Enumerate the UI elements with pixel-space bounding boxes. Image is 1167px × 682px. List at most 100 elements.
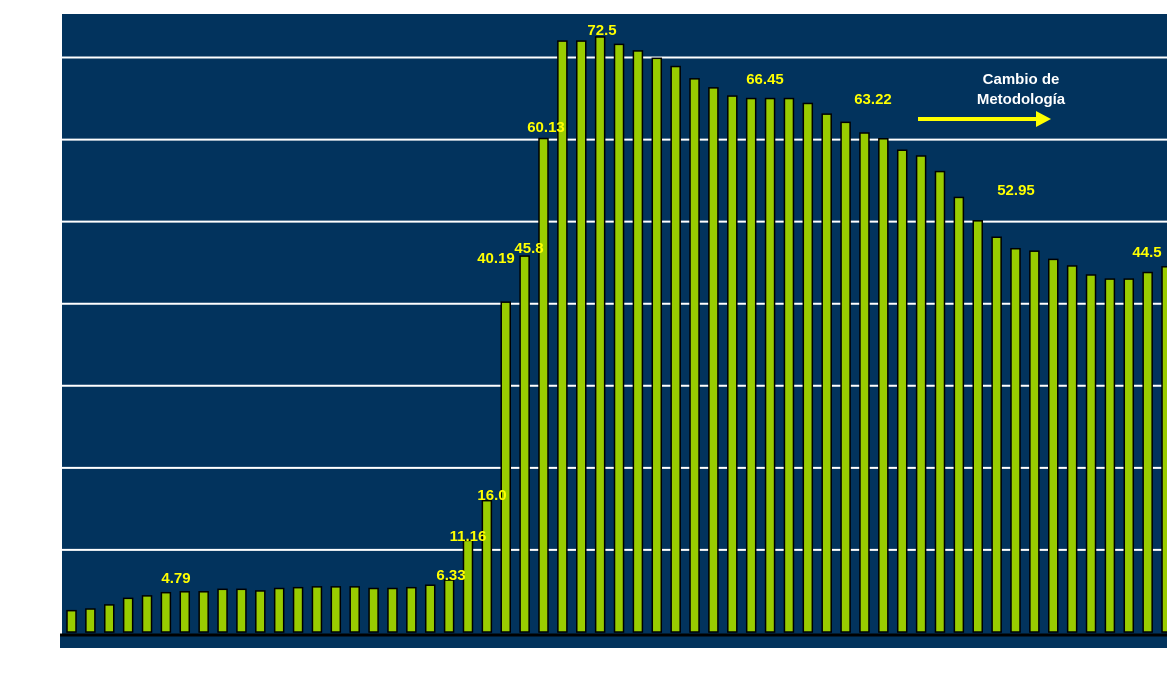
bar bbox=[840, 121, 851, 633]
bar bbox=[859, 132, 870, 633]
data-label: 4.79 bbox=[161, 570, 190, 587]
annotation-line-1: Cambio de bbox=[983, 71, 1060, 88]
data-label: 60.13 bbox=[527, 119, 565, 136]
bar bbox=[802, 102, 814, 633]
bar bbox=[481, 499, 493, 633]
bar bbox=[613, 43, 625, 633]
bar bbox=[915, 155, 927, 633]
data-label: 16.0 bbox=[477, 487, 506, 504]
data-label: 63.22 bbox=[854, 91, 892, 108]
bar bbox=[727, 95, 738, 633]
x-tick-label: 2010 bbox=[1093, 655, 1124, 671]
bar bbox=[1085, 274, 1097, 633]
bar bbox=[160, 591, 172, 633]
bar bbox=[594, 36, 606, 633]
bar bbox=[1048, 258, 1059, 633]
bar bbox=[972, 220, 983, 633]
y-tick-label: 50 bbox=[34, 214, 50, 230]
data-label: 72.5 bbox=[587, 22, 616, 39]
bar bbox=[934, 170, 946, 633]
bar bbox=[1066, 265, 1078, 633]
bar bbox=[1029, 250, 1040, 633]
bar bbox=[141, 595, 153, 633]
bar bbox=[104, 604, 115, 633]
x-tick-label: 1975 bbox=[433, 655, 464, 671]
x-tick-label: 1980 bbox=[527, 655, 558, 671]
bar bbox=[651, 57, 663, 633]
y-tick-label: 40 bbox=[34, 296, 50, 312]
bar bbox=[122, 597, 134, 633]
x-tick-label: 1970 bbox=[338, 655, 369, 671]
y-tick-label: 70 bbox=[34, 50, 50, 66]
gridlines bbox=[60, 56, 1167, 551]
x-tick-label: 1985 bbox=[621, 655, 652, 671]
bar bbox=[953, 196, 965, 633]
bar bbox=[1123, 278, 1135, 633]
bar bbox=[236, 588, 247, 633]
bar bbox=[519, 255, 530, 633]
bar bbox=[179, 591, 191, 633]
bar bbox=[745, 97, 757, 633]
bar bbox=[292, 586, 304, 633]
bar bbox=[896, 149, 908, 633]
axes: 0 10 20 30 40 50 60 70 1955 1960 1965 1970 1975 1980 1… bbox=[34, 14, 1167, 671]
bar bbox=[783, 97, 795, 633]
data-label: 52.95 bbox=[997, 182, 1035, 199]
x-tick-label: 1995 bbox=[810, 655, 841, 671]
bar bbox=[387, 587, 398, 633]
bar bbox=[424, 584, 436, 633]
data-label: 11.16 bbox=[450, 528, 487, 545]
y-tick-label: 0 bbox=[38, 624, 46, 640]
bar bbox=[764, 97, 776, 633]
y-tick-label: 10 bbox=[34, 542, 50, 558]
data-label: 45.8 bbox=[514, 240, 543, 257]
bar bbox=[500, 301, 511, 633]
bar bbox=[1104, 278, 1116, 633]
bar bbox=[670, 65, 681, 633]
data-label: 44.5 bbox=[1132, 244, 1161, 261]
bar bbox=[217, 588, 228, 633]
data-label: 66.45 bbox=[746, 71, 784, 88]
bar bbox=[406, 586, 417, 633]
bar bbox=[311, 586, 323, 633]
bar bbox=[821, 113, 832, 633]
x-tick-label: 1960 bbox=[149, 655, 180, 671]
y-tick-label: 60 bbox=[34, 132, 50, 148]
bar bbox=[557, 40, 568, 633]
x-tick-label: 1955 bbox=[55, 655, 86, 671]
annotation-line-2: Metodología bbox=[977, 91, 1066, 108]
bar bbox=[1161, 266, 1167, 633]
x-tick-label: 2000 bbox=[905, 655, 936, 671]
bar bbox=[538, 137, 549, 633]
bar bbox=[273, 587, 285, 633]
bar bbox=[1142, 271, 1153, 633]
bar bbox=[689, 78, 700, 633]
x-tick-label: 1965 bbox=[244, 655, 275, 671]
bar bbox=[632, 50, 644, 633]
data-label: 6.33 bbox=[436, 567, 465, 584]
bar bbox=[66, 609, 77, 633]
methodology-annotation: Cambio de Metodología bbox=[918, 71, 1066, 127]
bar bbox=[255, 590, 266, 633]
bar bbox=[349, 586, 360, 633]
x-tick-label: 1990 bbox=[716, 655, 747, 671]
bar bbox=[330, 586, 342, 633]
bar bbox=[1010, 247, 1021, 633]
bar bbox=[576, 40, 587, 633]
x-tick-label: 2005 bbox=[999, 655, 1030, 671]
bar bbox=[462, 539, 474, 633]
bar bbox=[878, 138, 889, 633]
y-tick-label: 30 bbox=[34, 378, 50, 394]
y-tick-label: 20 bbox=[34, 460, 50, 476]
bar bbox=[443, 579, 455, 633]
data-label: 40.19 bbox=[477, 250, 515, 267]
bars bbox=[66, 36, 1167, 633]
annotation-arrow-head bbox=[1036, 111, 1051, 127]
bar bbox=[708, 87, 719, 633]
bar bbox=[85, 608, 96, 633]
bar bbox=[991, 236, 1002, 633]
bar bbox=[198, 591, 209, 633]
